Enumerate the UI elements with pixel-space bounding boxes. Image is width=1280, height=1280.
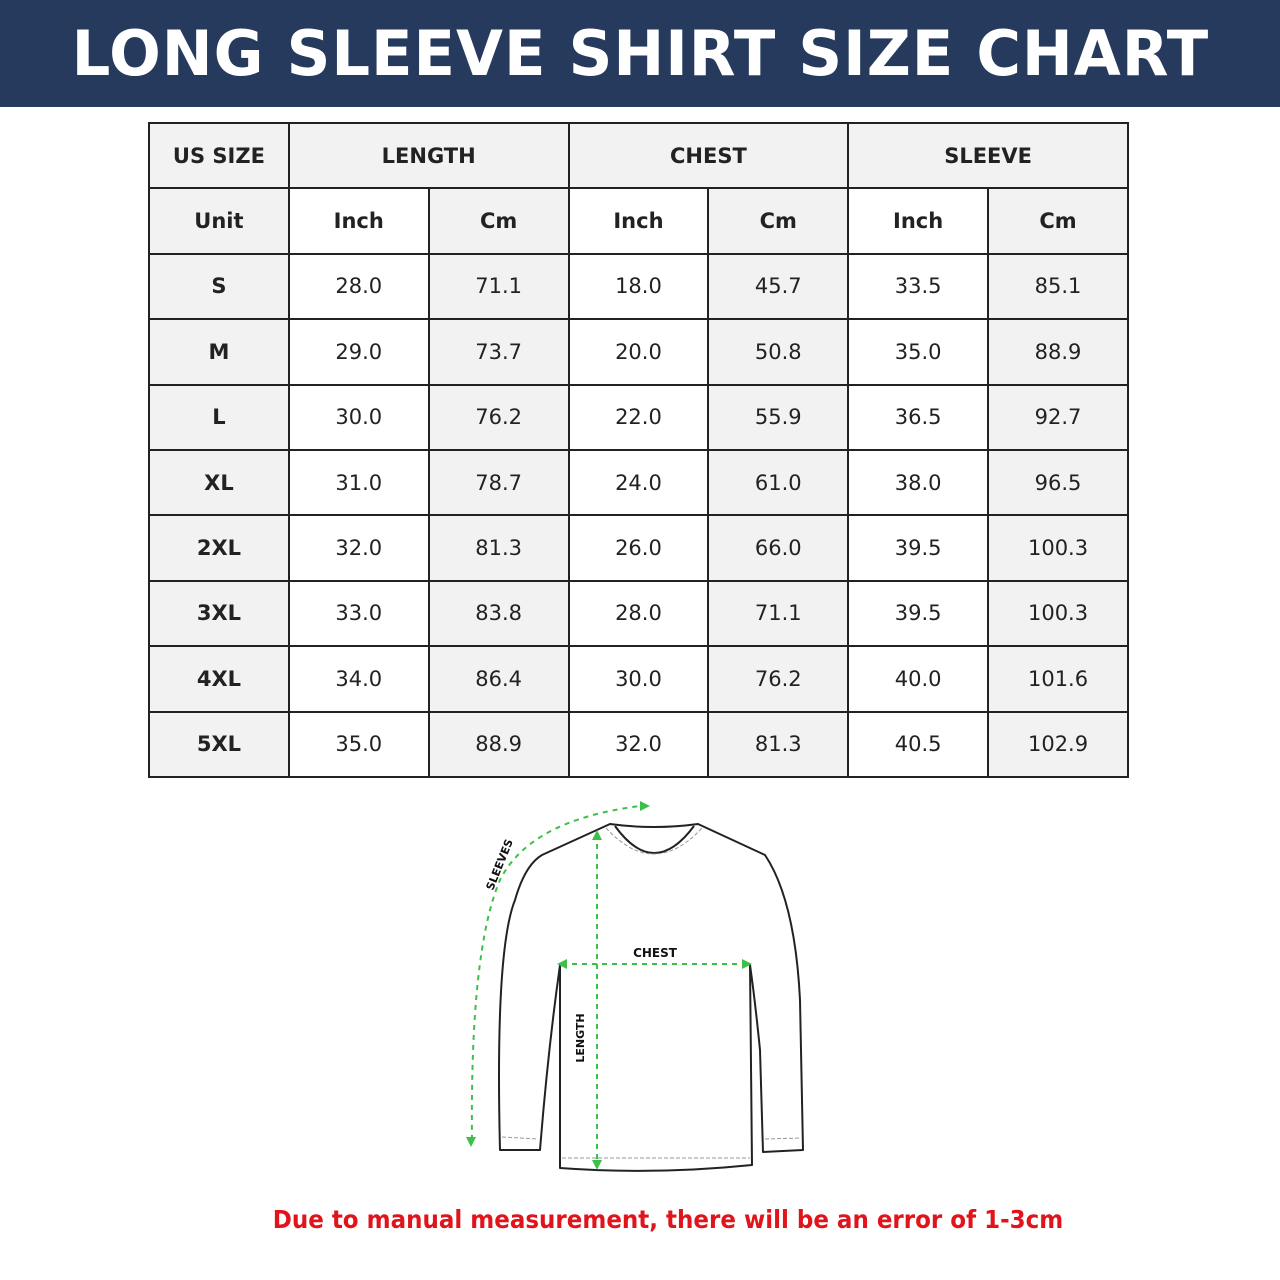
cell-sleeve-cm: 100.3 — [987, 514, 1129, 582]
unit-sleeve-inch: Inch — [847, 187, 990, 255]
cell-chest-inch: 32.0 — [567, 710, 710, 779]
header-chest: CHEST — [567, 121, 850, 190]
cell-length-cm: 73.7 — [427, 318, 570, 386]
cell-chest-inch: 22.0 — [567, 383, 710, 451]
cell-length-inch: 33.0 — [287, 579, 430, 648]
cell-size: 5XL — [148, 710, 290, 779]
cell-sleeve-inch: 40.0 — [847, 645, 990, 713]
cell-size: 4XL — [148, 645, 290, 713]
cell-sleeve-cm: 96.5 — [987, 448, 1129, 517]
measurement-note: Due to manual measurement, there will be… — [272, 1205, 1064, 1234]
table-row: 4XL 34.0 86.4 30.0 76.2 40.0 101.6 — [148, 645, 1129, 713]
unit-label: Unit — [148, 187, 290, 255]
length-arrow-bottom-icon — [592, 1160, 602, 1170]
cell-length-inch: 30.0 — [287, 383, 430, 451]
cell-length-inch: 28.0 — [287, 252, 430, 321]
unit-row: Unit Inch Cm Inch Cm Inch Cm — [148, 187, 1129, 255]
cell-length-inch: 31.0 — [287, 448, 430, 517]
table-row: 2XL 32.0 81.3 26.0 66.0 39.5 100.3 — [148, 514, 1129, 582]
sleeve-arrow-start-icon — [466, 1137, 476, 1147]
cell-sleeve-cm: 101.6 — [987, 645, 1129, 713]
cell-length-inch: 29.0 — [287, 318, 430, 386]
cell-size: S — [148, 252, 290, 321]
cell-length-cm: 88.9 — [427, 710, 570, 779]
table-row: M 29.0 73.7 20.0 50.8 35.0 88.9 — [148, 318, 1129, 386]
cell-chest-cm: 81.3 — [707, 710, 850, 779]
cell-chest-cm: 76.2 — [707, 645, 850, 713]
cell-chest-cm: 50.8 — [707, 318, 850, 386]
cell-chest-inch: 26.0 — [567, 514, 710, 582]
cell-size: 3XL — [148, 579, 290, 648]
sleeves-label: SLEEVES — [484, 837, 516, 892]
cell-chest-cm: 66.0 — [707, 514, 850, 582]
table-row: L 30.0 76.2 22.0 55.9 36.5 92.7 — [148, 383, 1129, 451]
cell-chest-inch: 24.0 — [567, 448, 710, 517]
shirt-outline — [498, 823, 804, 1172]
shirt-diagram: CHEST LENGTH SLEEVES — [466, 801, 804, 1172]
cell-sleeve-inch: 40.5 — [847, 710, 990, 779]
arrowheads — [466, 801, 752, 1170]
cell-length-cm: 83.8 — [427, 579, 570, 648]
cell-sleeve-inch: 33.5 — [847, 252, 990, 321]
cell-length-inch: 32.0 — [287, 514, 430, 582]
cell-sleeve-inch: 39.5 — [847, 514, 990, 582]
cell-chest-inch: 28.0 — [567, 579, 710, 648]
cell-sleeve-cm: 102.9 — [987, 710, 1129, 779]
cell-chest-cm: 61.0 — [707, 448, 850, 517]
cell-sleeve-inch: 35.0 — [847, 318, 990, 386]
table-row: 5XL 35.0 88.9 32.0 81.3 40.5 102.9 — [148, 710, 1129, 779]
cell-length-cm: 81.3 — [427, 514, 570, 582]
header-sleeve: SLEEVE — [847, 121, 1129, 190]
cell-length-inch: 34.0 — [287, 645, 430, 713]
table-row: 3XL 33.0 83.8 28.0 71.1 39.5 100.3 — [148, 579, 1129, 648]
cell-size: XL — [148, 448, 290, 517]
cell-length-cm: 86.4 — [427, 645, 570, 713]
cell-length-cm: 78.7 — [427, 448, 570, 517]
cell-sleeve-inch: 39.5 — [847, 579, 990, 648]
chest-arrow-right-icon — [742, 959, 752, 969]
cell-sleeve-cm: 88.9 — [987, 318, 1129, 386]
cell-sleeve-cm: 100.3 — [987, 579, 1129, 648]
cell-chest-inch: 18.0 — [567, 252, 710, 321]
sleeve-arrow-end-icon — [640, 801, 650, 811]
cell-length-cm: 71.1 — [427, 252, 570, 321]
header-length: LENGTH — [287, 121, 570, 190]
cell-sleeve-cm: 85.1 — [987, 252, 1129, 321]
cell-sleeve-cm: 92.7 — [987, 383, 1129, 451]
header-us-size: US SIZE — [148, 121, 290, 190]
cell-chest-inch: 30.0 — [567, 645, 710, 713]
unit-length-inch: Inch — [287, 187, 430, 255]
table-row: XL 31.0 78.7 24.0 61.0 38.0 96.5 — [148, 448, 1129, 517]
page-title: LONG SLEEVE SHIRT SIZE CHART — [71, 17, 1209, 90]
length-label: LENGTH — [574, 1013, 587, 1062]
cell-chest-inch: 20.0 — [567, 318, 710, 386]
unit-chest-cm: Cm — [707, 187, 850, 255]
cell-sleeve-inch: 38.0 — [847, 448, 990, 517]
table-row: S 28.0 71.1 18.0 45.7 33.5 85.1 — [148, 252, 1129, 321]
cell-chest-cm: 55.9 — [707, 383, 850, 451]
cell-size: M — [148, 318, 290, 386]
cell-size: L — [148, 383, 290, 451]
measure-lines — [470, 805, 748, 1166]
header-row: US SIZE LENGTH CHEST SLEEVE — [148, 121, 1129, 190]
chest-arrow-left-icon — [557, 959, 567, 969]
size-table: US SIZE LENGTH CHEST SLEEVE Unit Inch Cm… — [148, 121, 1129, 779]
cell-length-inch: 35.0 — [287, 710, 430, 779]
cell-sleeve-inch: 36.5 — [847, 383, 990, 451]
cell-chest-cm: 71.1 — [707, 579, 850, 648]
unit-length-cm: Cm — [427, 187, 570, 255]
length-arrow-top-icon — [592, 830, 602, 840]
chest-label: CHEST — [633, 946, 678, 960]
cell-chest-cm: 45.7 — [707, 252, 850, 321]
unit-sleeve-cm: Cm — [987, 187, 1129, 255]
unit-chest-inch: Inch — [567, 187, 710, 255]
title-banner: LONG SLEEVE SHIRT SIZE CHART — [0, 0, 1280, 107]
cell-size: 2XL — [148, 514, 290, 582]
cell-length-cm: 76.2 — [427, 383, 570, 451]
